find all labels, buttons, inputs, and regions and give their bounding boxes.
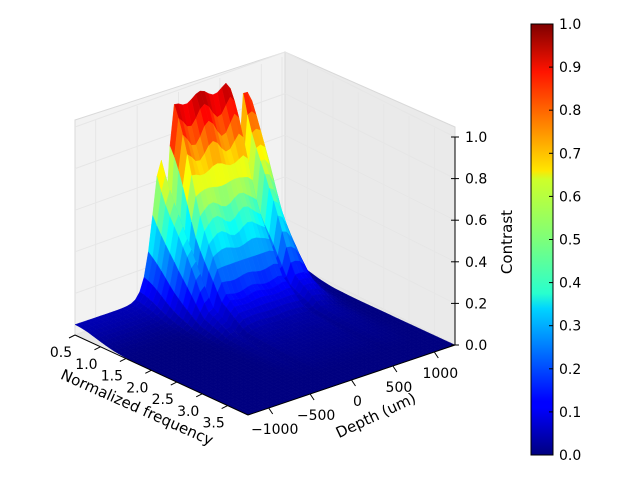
- colorbar-tick-label: 0.7: [559, 146, 581, 162]
- colorbar-tick-label: 1.0: [559, 17, 581, 33]
- colorbar-tick-label: 0.2: [559, 362, 581, 378]
- x-tick-label: 2.5: [152, 392, 174, 408]
- z-tick-label: 0.4: [465, 255, 487, 271]
- x-tick: [68, 334, 76, 339]
- x-tick-label: 0.5: [50, 345, 72, 361]
- grid-line: [284, 217, 456, 304]
- x-tick: [221, 405, 228, 410]
- y-tick: [433, 351, 439, 359]
- x-axis-line: [74, 334, 249, 416]
- x-tick-label: 1.5: [101, 369, 123, 385]
- x-tick: [145, 369, 152, 374]
- z-tick-label: 0.6: [465, 213, 487, 229]
- y-tick-label: −1000: [251, 422, 298, 438]
- z-axis-title: Contrast: [498, 210, 516, 274]
- y-axis-title: Depth (um): [333, 389, 419, 442]
- z-axis: 0.0 0.2 0.4 0.6 0.8 1.0: [451, 130, 487, 354]
- z-tick-label: 0.0: [465, 338, 487, 354]
- y-tick-label: 500: [386, 380, 413, 396]
- y-tick-label: −500: [297, 408, 335, 424]
- grid-line: [284, 93, 456, 180]
- z-tick-label: 0.2: [465, 296, 487, 312]
- x-tick: [119, 358, 127, 362]
- y-tick: [309, 393, 315, 401]
- y-tick-label: 0: [353, 394, 362, 410]
- y-tick: [392, 365, 398, 373]
- x-tick: [170, 381, 177, 386]
- x-axis: 0.51.01.52.02.53.03.5: [50, 334, 249, 432]
- colorbar-tick-label: 0.3: [559, 319, 581, 335]
- colorbar-tick-label: 0.4: [559, 276, 581, 292]
- colorbar-tick-label: 0.5: [559, 233, 581, 249]
- x-tick-label: 1.0: [75, 357, 97, 373]
- x-tick: [94, 346, 101, 351]
- y-tick: [268, 407, 274, 415]
- y-tick-label: 1000: [422, 366, 458, 382]
- colorbar-tick-label: 0.6: [559, 189, 581, 205]
- z-tick-label: 1.0: [465, 130, 487, 146]
- grid-line: [284, 259, 456, 346]
- surface-mesh: [74, 82, 456, 416]
- y-axis: −1000−500 0 500 1000: [247, 344, 458, 438]
- grid-line: [74, 51, 286, 128]
- colorbar-tick-label: 0.9: [559, 60, 581, 76]
- colorbar-tick-label: 0.0: [559, 448, 581, 464]
- colorbar-tick-label: 0.8: [559, 103, 581, 119]
- x-tick: [195, 393, 203, 398]
- x-tick-label: 3.0: [177, 404, 199, 420]
- x-tick-label: 3.5: [203, 416, 225, 432]
- grid-line: [284, 51, 456, 138]
- y-tick: [351, 379, 356, 387]
- grid-line: [284, 176, 456, 263]
- colorbar-ticks: 0.0 0.1 0.2 0.3 0.4 0.5 0.6 0.7 0.8 0.9 1.0: [549, 17, 581, 464]
- x-tick-label: 2.0: [126, 380, 148, 396]
- colorbar: 0.0 0.1 0.2 0.3 0.4 0.5 0.6 0.7 0.8 0.9 1.0: [530, 17, 581, 464]
- z-tick-label: 0.8: [465, 172, 487, 188]
- colorbar-tick-label: 0.1: [559, 405, 581, 421]
- grid-line: [284, 134, 456, 221]
